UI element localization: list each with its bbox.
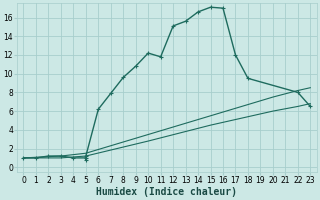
X-axis label: Humidex (Indice chaleur): Humidex (Indice chaleur) <box>96 186 237 197</box>
